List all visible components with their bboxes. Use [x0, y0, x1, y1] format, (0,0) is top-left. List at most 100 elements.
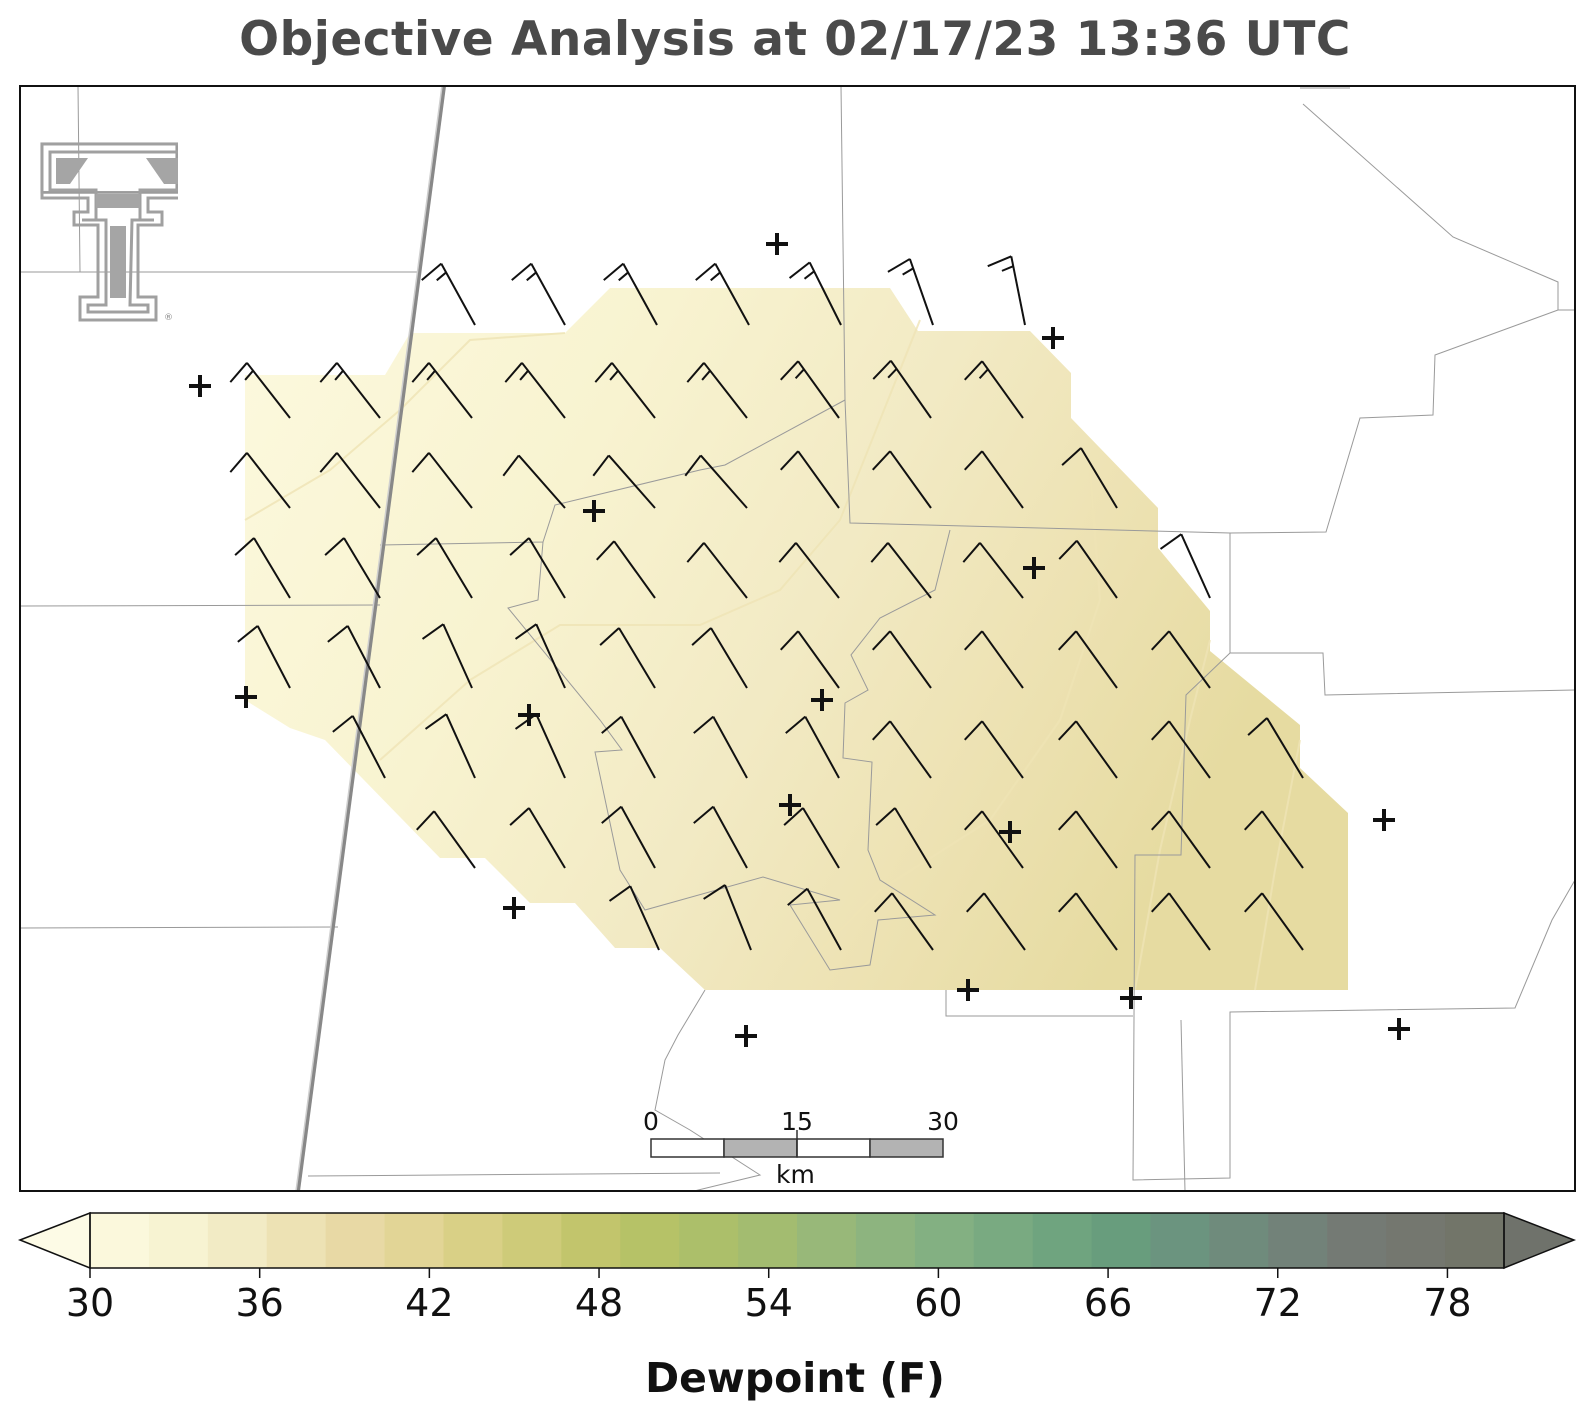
- station-marker: [1388, 1018, 1410, 1040]
- wind-barb: [871, 630, 932, 689]
- wind-barb: [965, 892, 1026, 951]
- colorbar-cells: [90, 1213, 1505, 1268]
- colorbar-over-extension: [1503, 1211, 1577, 1270]
- wind-barb: [415, 810, 476, 869]
- colorbar-cell: [325, 1213, 386, 1268]
- colorbar-cell: [384, 1213, 445, 1268]
- wind-barb: [785, 715, 840, 779]
- wind-barb: [783, 807, 840, 869]
- station-marker: [779, 794, 801, 816]
- colorbar-cell: [207, 1213, 268, 1268]
- wind-barb: [324, 537, 381, 599]
- wind-barb: [1061, 447, 1118, 509]
- scale-tick-0: 0: [643, 1107, 659, 1136]
- colorbar-ticks: 30 36 42 48 54 60 66 72 78: [66, 1268, 1472, 1325]
- wind-barb: [963, 810, 1024, 869]
- wind-barb: [603, 262, 658, 326]
- colorbar-cell: [620, 1213, 680, 1268]
- logo-registered-mark: ®: [164, 313, 173, 323]
- colorbar-cell: [266, 1213, 327, 1268]
- station-marker: [811, 689, 833, 711]
- wind-barb: [987, 255, 1026, 326]
- colorbar-cell: [973, 1213, 1034, 1268]
- wind-barb: [594, 362, 656, 419]
- wind-barb: [1150, 810, 1211, 869]
- colorbar-tick-label: 72: [1254, 1281, 1302, 1325]
- wind-barb: [779, 450, 840, 509]
- wind-barb: [601, 715, 656, 779]
- station-marker: [583, 500, 605, 522]
- wind-barb: [1159, 533, 1211, 599]
- wind-barb: [963, 360, 1024, 419]
- wind-barb: [875, 807, 932, 869]
- wind-barb: [962, 542, 1024, 599]
- map-content: [20, 86, 1575, 1191]
- colorbar-cell: [1327, 1213, 1387, 1268]
- wind-barb: [319, 362, 381, 419]
- colorbar-cell: [561, 1213, 621, 1268]
- colorbar-tick-label: 66: [1084, 1281, 1132, 1325]
- colorbar-tick-label: 42: [405, 1281, 453, 1325]
- colorbar-tick-label: 48: [575, 1281, 623, 1325]
- wind-barb: [1243, 810, 1304, 869]
- wind-barb: [693, 805, 748, 869]
- colorbar-cell: [1032, 1213, 1093, 1268]
- station-marker: [1120, 987, 1142, 1009]
- colorbar-cell: [1091, 1213, 1152, 1268]
- wind-barb: [1058, 539, 1118, 599]
- wind-barb: [787, 887, 842, 951]
- station-marker: [999, 821, 1021, 843]
- wind-barb: [887, 258, 934, 326]
- wind-barb: [514, 623, 566, 689]
- colorbar-cell: [1268, 1213, 1328, 1268]
- wind-barb: [411, 452, 473, 509]
- wind-barb: [963, 630, 1024, 689]
- station-marker: [735, 1025, 757, 1047]
- map-frame: [19, 85, 1576, 1192]
- wind-barb: [1150, 630, 1211, 689]
- wind-barb: [421, 262, 476, 326]
- wind-barb: [686, 362, 748, 419]
- colorbar-cell: [1209, 1213, 1269, 1268]
- colorbar-cell: [914, 1213, 975, 1268]
- wind-barb: [509, 537, 566, 599]
- wind-barb: [1150, 892, 1211, 951]
- wind-barb: [424, 713, 476, 779]
- colorbar-cell: [148, 1213, 209, 1268]
- wind-barb: [963, 450, 1024, 509]
- wind-barb: [691, 627, 748, 689]
- scale-tick-15: 15: [781, 1107, 813, 1136]
- wind-barb: [779, 630, 840, 689]
- wind-barb: [963, 720, 1024, 779]
- wind-barb: [421, 623, 473, 689]
- wind-barb: [1057, 720, 1118, 779]
- wind-barb: [684, 454, 748, 509]
- wind-barbs: [229, 255, 1304, 951]
- station-marker: [1373, 809, 1395, 831]
- state-boundary: [295, 86, 446, 1191]
- colorbar-cell: [90, 1213, 150, 1268]
- wind-barb: [872, 359, 932, 419]
- colorbar-tick-label: 54: [745, 1281, 793, 1325]
- station-marker: [189, 375, 211, 397]
- wind-barb: [779, 360, 840, 419]
- wind-barb: [416, 537, 473, 599]
- colorbar-cell: [1386, 1213, 1446, 1268]
- wind-barb: [229, 362, 291, 419]
- wind-barb: [873, 892, 934, 951]
- colorbar-tick-label: 78: [1423, 1281, 1471, 1325]
- wind-barb: [695, 262, 750, 326]
- colorbar-cell: [1150, 1213, 1211, 1268]
- wind-barb: [411, 362, 473, 419]
- wind-barb: [871, 450, 932, 509]
- wind-barb: [1057, 892, 1118, 951]
- station-markers: [189, 233, 1410, 1047]
- station-marker: [766, 233, 788, 255]
- colorbar-outline: [89, 1212, 1505, 1269]
- wind-barb: [1247, 717, 1304, 779]
- wind-barb: [1150, 720, 1211, 779]
- colorbar-under-extension: [17, 1211, 91, 1270]
- colorbar-tick-label: 30: [66, 1281, 114, 1325]
- colorbar-cell: [443, 1213, 504, 1268]
